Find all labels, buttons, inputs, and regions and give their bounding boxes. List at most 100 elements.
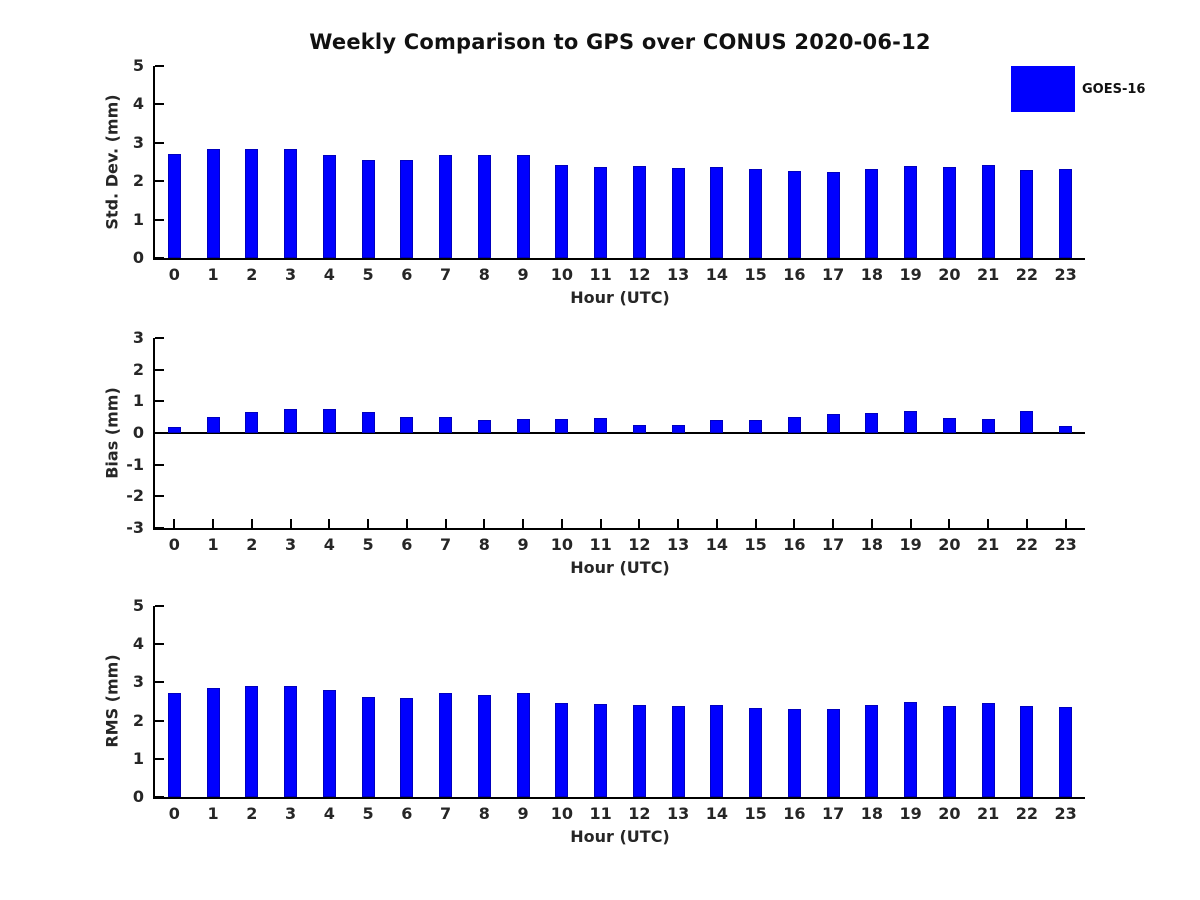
bar-hour-19	[904, 410, 918, 433]
y-axis-line	[153, 338, 155, 530]
bar-hour-14	[710, 704, 724, 797]
x-tick-label: 21	[976, 535, 1000, 554]
bar-hour-23	[1059, 426, 1073, 433]
bar-hour-6	[400, 160, 414, 258]
y-tick-mark	[155, 681, 164, 684]
y-axis-line	[153, 606, 155, 799]
y-tick-mark	[155, 103, 164, 106]
x-tick-label: 7	[440, 265, 452, 284]
x-tick-mark	[328, 519, 331, 528]
y-tick-label: 1	[132, 209, 144, 229]
x-tick-label: 12	[628, 804, 651, 823]
bar-hour-22	[1020, 170, 1034, 258]
x-tick-mark	[1025, 519, 1028, 528]
y-tick-label: -1	[126, 454, 144, 474]
bar-hour-4	[322, 154, 336, 258]
bar-hour-16	[787, 708, 801, 797]
x-tick-label: 14	[705, 265, 728, 284]
bar-hour-14	[710, 166, 724, 258]
legend-label: GOES-16	[1082, 82, 1146, 97]
x-tick-label: 7	[440, 804, 452, 823]
y-tick-label: 5	[132, 56, 144, 75]
bar-hour-0	[167, 426, 181, 433]
bar-hour-22	[1020, 705, 1034, 797]
x-tick-label: 19	[899, 535, 922, 554]
bar-hour-0	[167, 153, 181, 258]
x-tick-mark	[289, 519, 292, 528]
bar-hour-21	[981, 165, 995, 258]
y-tick-mark	[155, 495, 164, 498]
bar-hour-17	[826, 172, 840, 258]
x-tick-label: 9	[517, 804, 529, 823]
x-tick-label: 22	[1015, 265, 1038, 284]
bar-hour-2	[245, 411, 259, 433]
x-tick-label: 0	[168, 535, 180, 554]
y-tick-mark	[155, 180, 164, 183]
bar-hour-2	[245, 686, 259, 797]
x-tick-label: 22	[1015, 535, 1038, 554]
x-tick-label: 3	[285, 535, 297, 554]
x-tick-label: 16	[783, 535, 806, 554]
x-tick-label: 6	[401, 265, 413, 284]
x-tick-label: 8	[478, 535, 490, 554]
x-tick-mark	[173, 519, 176, 528]
x-tick-label: 11	[589, 804, 612, 823]
bar-hour-10	[555, 703, 569, 797]
bar-hour-15	[749, 420, 763, 433]
bar-hour-1	[206, 416, 220, 433]
x-tick-label: 14	[705, 804, 728, 823]
x-tick-label: 12	[628, 535, 651, 554]
x-tick-label: 21	[976, 265, 1000, 284]
x-tick-label: 18	[860, 804, 883, 823]
x-tick-mark	[793, 519, 796, 528]
x-tick-mark	[483, 519, 486, 528]
x-tick-mark	[212, 519, 215, 528]
x-tick-label: 10	[550, 535, 573, 554]
x-tick-label: 17	[821, 535, 845, 554]
zero-line	[155, 432, 1085, 434]
bar-hour-7	[439, 693, 453, 797]
y-tick-label: 1	[132, 748, 144, 768]
x-tick-label: 21	[976, 804, 1000, 823]
bar-hour-21	[981, 703, 995, 797]
x-tick-label: 23	[1054, 535, 1077, 554]
x-tick-mark	[832, 519, 835, 528]
x-tick-mark	[870, 519, 873, 528]
y-axis-line	[153, 66, 155, 260]
x-axis-label-stddev: Hour (UTC)	[570, 288, 670, 307]
bar-hour-12	[632, 704, 646, 797]
y-tick-label: 3	[132, 132, 144, 152]
x-tick-label: 19	[899, 804, 922, 823]
x-tick-label: 17	[821, 265, 845, 284]
y-tick-label: 2	[132, 710, 144, 730]
legend-swatch	[1011, 66, 1075, 112]
x-tick-label: 18	[860, 265, 883, 284]
x-tick-mark	[560, 519, 563, 528]
y-tick-mark	[155, 368, 164, 371]
bar-hour-0	[167, 692, 181, 797]
x-tick-label: 7	[440, 535, 452, 554]
x-axis-line	[153, 528, 1085, 530]
bar-hour-9	[516, 419, 530, 433]
bar-hour-4	[322, 408, 336, 433]
x-tick-mark	[909, 519, 912, 528]
bar-hour-20	[942, 418, 956, 433]
x-tick-label: 19	[899, 265, 922, 284]
bar-hour-19	[904, 166, 918, 258]
x-tick-label: 8	[478, 804, 490, 823]
bar-hour-5	[361, 411, 375, 433]
y-tick-label: 0	[132, 787, 144, 806]
y-tick-label: 2	[132, 359, 144, 379]
bar-hour-18	[865, 705, 879, 797]
bar-hour-13	[671, 706, 685, 797]
x-tick-mark	[405, 519, 408, 528]
x-tick-label: 13	[666, 535, 690, 554]
bar-hour-11	[594, 166, 608, 258]
y-tick-mark	[155, 65, 164, 67]
y-tick-mark	[155, 141, 164, 144]
x-tick-label: 14	[705, 535, 728, 554]
x-tick-label: 0	[168, 804, 180, 823]
bar-hour-21	[981, 418, 995, 433]
x-tick-label: 4	[323, 804, 335, 823]
